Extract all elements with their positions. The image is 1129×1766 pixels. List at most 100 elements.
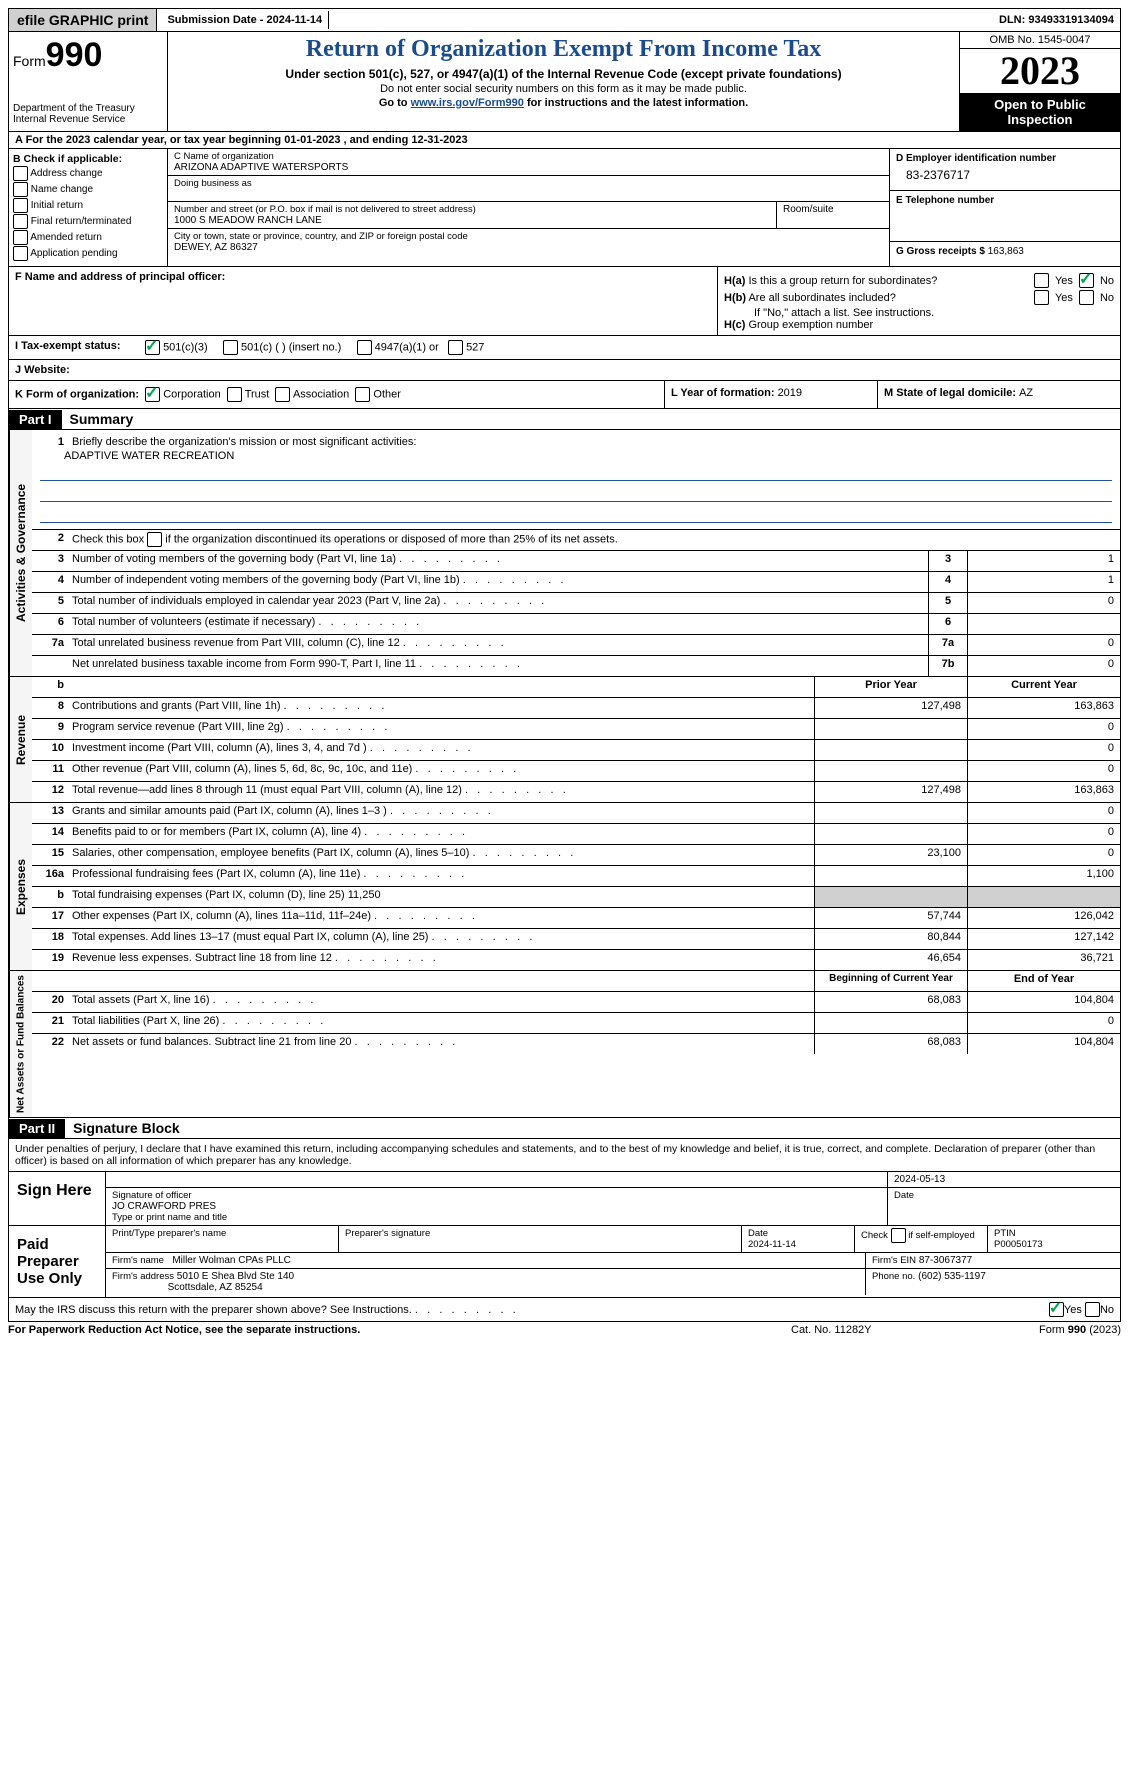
- firm-addr2: Scottsdale, AZ 85254: [168, 1282, 263, 1293]
- checkbox-final-return[interactable]: Final return/terminated: [13, 214, 163, 229]
- ptin-label: PTIN: [994, 1228, 1016, 1239]
- table-row: 19Revenue less expenses. Subtract line 1…: [32, 950, 1120, 970]
- street-cell: Number and street (or P.O. box if mail i…: [168, 202, 889, 229]
- firm-addr1: 5010 E Shea Blvd Ste 140: [177, 1271, 294, 1282]
- hb-yes[interactable]: [1034, 290, 1049, 305]
- chk-corp[interactable]: [145, 387, 160, 402]
- opt-initial: Initial return: [31, 200, 83, 211]
- form-number: Form990: [13, 36, 163, 75]
- dln: DLN: 93493319134094: [993, 11, 1120, 29]
- chk-trust[interactable]: [227, 387, 242, 402]
- opt-501c3: 501(c)(3): [163, 341, 208, 353]
- h-block: H(a) Is this a group return for subordin…: [717, 267, 1120, 335]
- na-header: Beginning of Current Year End of Year: [32, 971, 1120, 992]
- checkbox-app-pending[interactable]: Application pending: [13, 246, 163, 261]
- city-label: City or town, state or province, country…: [174, 231, 883, 242]
- part1-title: Summary: [62, 409, 142, 429]
- dln-label: DLN:: [999, 14, 1028, 26]
- submission-date: Submission Date - 2024-11-14: [161, 11, 329, 29]
- org-name-label: C Name of organization: [174, 151, 883, 162]
- governance-body: 1 Briefly describe the organization's mi…: [32, 430, 1120, 676]
- side-expenses: Expenses: [9, 803, 32, 970]
- na-hdr-begin: Beginning of Current Year: [814, 971, 967, 991]
- prep-sig-label: Preparer's signature: [339, 1226, 742, 1252]
- ha-line: H(a) Is this a group return for subordin…: [724, 273, 1114, 288]
- l-value: 2019: [778, 387, 802, 399]
- ha-yes[interactable]: [1034, 273, 1049, 288]
- date-label: Date: [894, 1190, 1114, 1201]
- l-label: L Year of formation:: [671, 387, 778, 399]
- hb-no[interactable]: [1079, 290, 1094, 305]
- opt-assoc: Association: [293, 388, 349, 400]
- sign-here-label: Sign Here: [9, 1172, 106, 1225]
- part2-badge: Part II: [9, 1119, 65, 1138]
- form-subtitle-1: Under section 501(c), 527, or 4947(a)(1)…: [172, 67, 955, 81]
- prep-date: 2024-11-14: [748, 1239, 796, 1250]
- ha-no[interactable]: [1079, 273, 1094, 288]
- table-row: 20Total assets (Part X, line 16)68,08310…: [32, 992, 1120, 1013]
- firm-name-label: Firm's name: [112, 1255, 164, 1266]
- ein-cell: D Employer identification number 83-2376…: [890, 149, 1120, 191]
- discuss-no[interactable]: [1085, 1302, 1100, 1317]
- form-prefix: Form: [13, 53, 46, 69]
- dba-cell: Doing business as: [168, 176, 889, 202]
- table-row: bTotal fundraising expenses (Part IX, co…: [32, 887, 1120, 908]
- state-domicile: M State of legal domicile: AZ: [878, 381, 1120, 408]
- chk-self-emp[interactable]: [891, 1228, 906, 1243]
- line-a-text: A For the 2023 calendar year, or tax yea…: [9, 132, 474, 148]
- part2-header: Part II Signature Block: [8, 1118, 1121, 1139]
- signature-block: Under penalties of perjury, I declare th…: [8, 1139, 1121, 1322]
- table-row: 9Program service revenue (Part VIII, lin…: [32, 719, 1120, 740]
- chk-assoc[interactable]: [275, 387, 290, 402]
- section-net-assets: Net Assets or Fund Balances Beginning of…: [8, 971, 1121, 1118]
- table-row: 4Number of independent voting members of…: [32, 572, 1120, 593]
- discuss-row: May the IRS discuss this return with the…: [9, 1297, 1120, 1321]
- yes-label: Yes: [1055, 275, 1073, 287]
- chk-501c[interactable]: [223, 340, 238, 355]
- paid-preparer-label: Paid Preparer Use Only: [9, 1226, 106, 1297]
- firm-ein: 87-3067377: [919, 1255, 972, 1266]
- self-employed: Check if self-employed: [855, 1226, 988, 1252]
- checkbox-address-change[interactable]: Address change: [13, 166, 163, 181]
- officer-label: F Name and address of principal officer:: [15, 271, 225, 283]
- table-row: 21Total liabilities (Part X, line 26)0: [32, 1013, 1120, 1034]
- ein-value: 83-2376717: [896, 164, 1114, 186]
- col-b: B Check if applicable: Address change Na…: [9, 149, 168, 266]
- firm-name: Miller Wolman CPAs PLLC: [172, 1255, 291, 1266]
- officer-block: F Name and address of principal officer:: [9, 267, 717, 335]
- discuss-text: May the IRS discuss this return with the…: [15, 1304, 1049, 1316]
- section-revenue: Revenue b Prior Year Current Year 8Contr…: [8, 677, 1121, 803]
- yes-label2: Yes: [1055, 292, 1073, 304]
- checkbox-initial-return[interactable]: Initial return: [13, 198, 163, 213]
- mission-line: [40, 485, 1112, 502]
- opt-name: Name change: [31, 184, 93, 195]
- chk-4947[interactable]: [357, 340, 372, 355]
- table-row: 22Net assets or fund balances. Subtract …: [32, 1034, 1120, 1054]
- page-footer: For Paperwork Reduction Act Notice, see …: [8, 1322, 1121, 1338]
- chk-other[interactable]: [355, 387, 370, 402]
- discuss-yes[interactable]: [1049, 1302, 1064, 1317]
- ein-label: D Employer identification number: [896, 153, 1056, 164]
- form-subtitle-3: Go to www.irs.gov/Form990 for instructio…: [172, 97, 955, 109]
- table-row: Net unrelated business taxable income fr…: [32, 656, 1120, 676]
- efile-print-button[interactable]: efile GRAPHIC print: [9, 9, 157, 31]
- footer-right: Form 990 (2023): [951, 1324, 1121, 1336]
- irs-link[interactable]: www.irs.gov/Form990: [411, 97, 524, 109]
- street-value: 1000 S MEADOW RANCH LANE: [174, 215, 770, 226]
- checkbox-amended[interactable]: Amended return: [13, 230, 163, 245]
- tax-status-options: 501(c)(3) 501(c) ( ) (insert no.) 4947(a…: [145, 340, 484, 355]
- firm-phone-label: Phone no.: [872, 1271, 915, 1282]
- opt-corp: Corporation: [163, 388, 220, 400]
- curr-year-hdr: Current Year: [967, 677, 1120, 697]
- section-bcd: B Check if applicable: Address change Na…: [8, 149, 1121, 267]
- revenue-body: b Prior Year Current Year 8Contributions…: [32, 677, 1120, 802]
- checkbox-name-change[interactable]: Name change: [13, 182, 163, 197]
- m-value: AZ: [1019, 387, 1033, 399]
- year-formation: L Year of formation: 2019: [665, 381, 878, 408]
- k-form-org: K Form of organization: Corporation Trus…: [9, 381, 665, 408]
- form-subtitle-2: Do not enter social security numbers on …: [172, 83, 955, 95]
- chk-501c3[interactable]: [145, 340, 160, 355]
- gross-value: 163,863: [988, 246, 1024, 257]
- chk-discontinued[interactable]: [147, 532, 162, 547]
- chk-527[interactable]: [448, 340, 463, 355]
